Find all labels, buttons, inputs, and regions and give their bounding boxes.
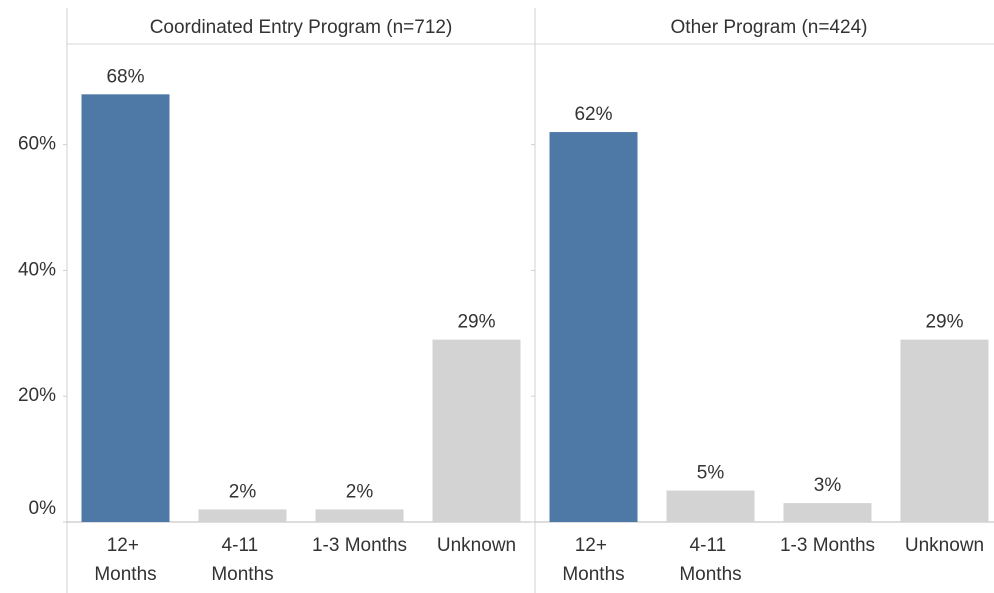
bar xyxy=(81,94,170,522)
x-tick-label: 1-3 Months xyxy=(780,535,875,556)
value-label: 2% xyxy=(229,481,257,502)
x-tick-label: Unknown xyxy=(905,535,984,556)
bar xyxy=(198,509,287,522)
value-label: 2% xyxy=(346,481,374,502)
value-label: 62% xyxy=(574,104,612,125)
value-label: 29% xyxy=(457,312,495,333)
x-tick-label: 12+ Months xyxy=(562,535,624,585)
panel-title: Coordinated Entry Program (n=712) xyxy=(150,17,453,38)
y-tick-label: 0% xyxy=(29,498,57,519)
bar xyxy=(783,503,872,522)
value-label: 5% xyxy=(697,463,725,484)
bar xyxy=(549,132,638,523)
panel-title: Other Program (n=424) xyxy=(671,17,868,38)
value-label: 3% xyxy=(814,475,842,496)
bar xyxy=(315,509,404,522)
y-tick-label: 40% xyxy=(18,259,56,280)
y-tick-label: 60% xyxy=(18,134,56,155)
value-label: 29% xyxy=(925,312,963,333)
value-label: 68% xyxy=(106,66,144,87)
bar xyxy=(432,339,521,522)
y-tick-label: 20% xyxy=(18,385,56,406)
x-tick-label: Unknown xyxy=(437,535,516,556)
x-tick-label: 12+ Months xyxy=(94,535,156,585)
x-tick-label: 1-3 Months xyxy=(312,535,407,556)
bar xyxy=(666,490,755,522)
x-tick-label: 4-11 Months xyxy=(211,535,273,585)
bar xyxy=(900,339,989,522)
x-tick-label: 4-11 Months xyxy=(679,535,741,585)
